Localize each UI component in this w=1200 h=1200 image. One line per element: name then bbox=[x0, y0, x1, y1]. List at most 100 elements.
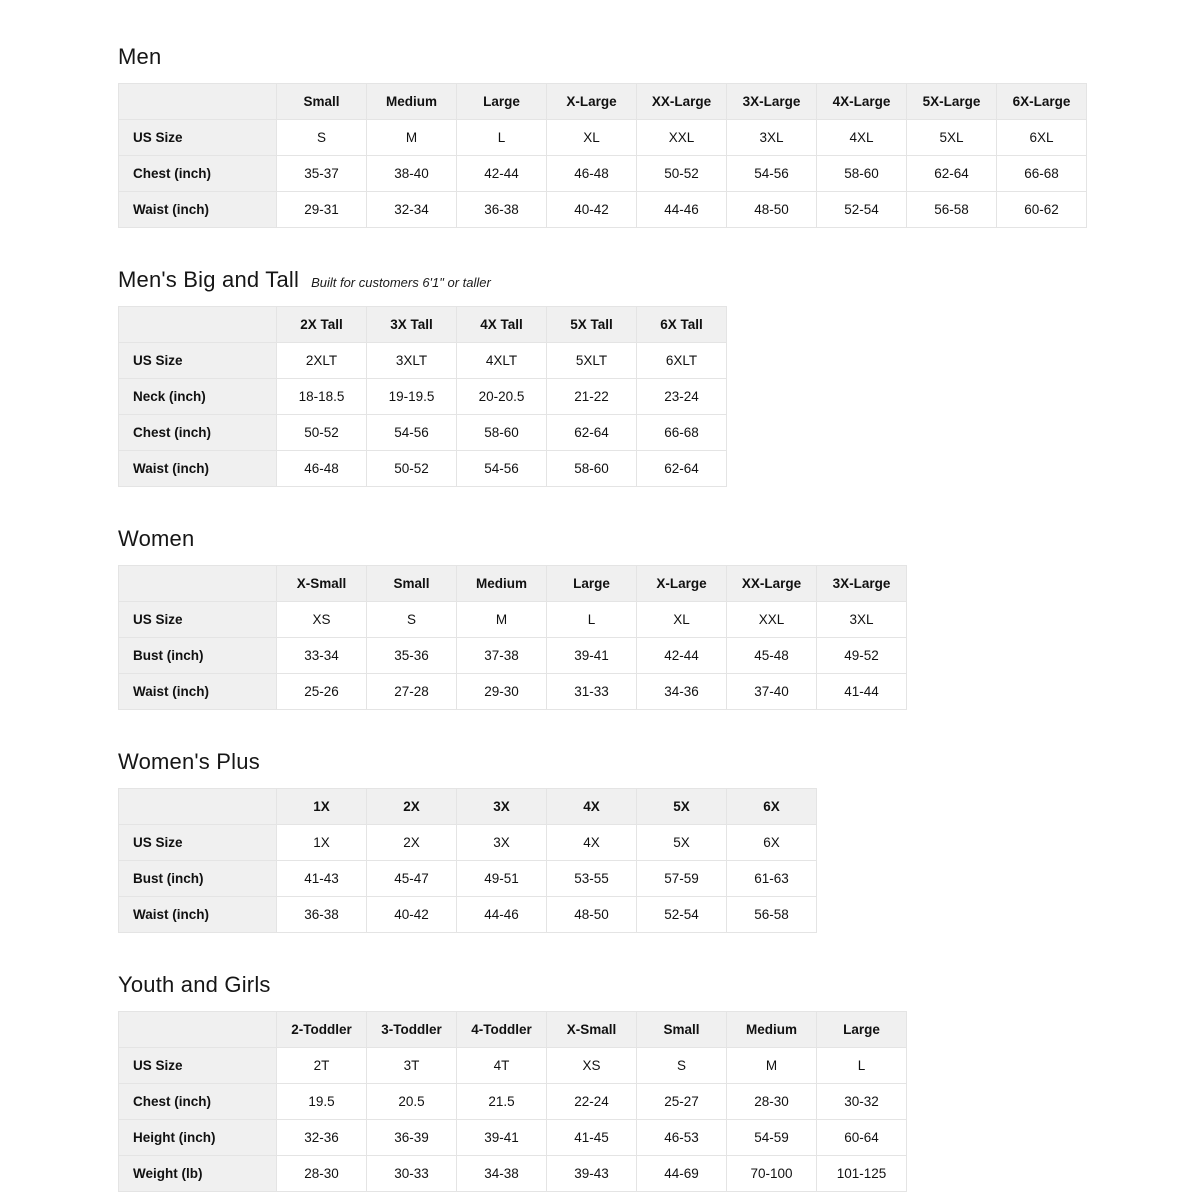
corner-cell bbox=[118, 565, 277, 602]
size-cell: 6XL bbox=[996, 119, 1087, 156]
size-cell: 46-53 bbox=[636, 1119, 727, 1156]
size-cell: 29-31 bbox=[276, 191, 367, 228]
size-cell: 19.5 bbox=[276, 1083, 367, 1120]
size-cell: 48-50 bbox=[726, 191, 817, 228]
section-title: Women's Plus bbox=[118, 749, 260, 774]
column-header: 5X-Large bbox=[906, 83, 997, 120]
column-header: 1X bbox=[276, 788, 367, 825]
table-head: X-Small Small Medium Large X-Large XX-Large 3X… bbox=[118, 565, 907, 602]
row-label: Neck (inch) bbox=[118, 378, 277, 415]
size-cell: 36-39 bbox=[366, 1119, 457, 1156]
table-row: Bust (inch) 33-34 35-36 37-38 39-41 42-44 45-4… bbox=[118, 637, 907, 674]
size-cell: 54-59 bbox=[726, 1119, 817, 1156]
size-cell: 42-44 bbox=[456, 155, 547, 192]
corner-cell bbox=[118, 1011, 277, 1048]
section-womens-plus: Women's Plus 1X 2X 3X 4X 5X 6X US Size 1X 2X 3X 4X 5… bbox=[118, 749, 1200, 933]
corner-cell bbox=[118, 306, 277, 343]
column-header: 2-Toddler bbox=[276, 1011, 367, 1048]
column-header: 2X Tall bbox=[276, 306, 367, 343]
column-header: Small bbox=[366, 565, 457, 602]
size-cell: 3T bbox=[366, 1047, 457, 1084]
size-cell: 50-52 bbox=[366, 450, 457, 487]
size-cell: 66-68 bbox=[636, 414, 727, 451]
table-body: US Size 2XLT 3XLT 4XLT 5XLT 6XLT Neck (inch) 18… bbox=[118, 342, 727, 487]
table-row: Height (inch) 32-36 36-39 39-41 41-45 46-53 54… bbox=[118, 1119, 907, 1156]
size-cell: 57-59 bbox=[636, 860, 727, 897]
column-header: 3X-Large bbox=[816, 565, 907, 602]
size-cell: 2XLT bbox=[276, 342, 367, 379]
table-head: 1X 2X 3X 4X 5X 6X bbox=[118, 788, 817, 825]
table-row: Waist (inch) 25-26 27-28 29-30 31-33 34-36 37-… bbox=[118, 673, 907, 710]
size-cell: M bbox=[726, 1047, 817, 1084]
row-label: Bust (inch) bbox=[118, 860, 277, 897]
table-row: Weight (lb) 28-30 30-33 34-38 39-43 44-69 70-1… bbox=[118, 1155, 907, 1192]
size-cell: 20.5 bbox=[366, 1083, 457, 1120]
size-cell: 6XLT bbox=[636, 342, 727, 379]
column-header: 6X Tall bbox=[636, 306, 727, 343]
size-cell: L bbox=[816, 1047, 907, 1084]
section-mens-big-and-tall: Men's Big and Tall Built for customers 6'… bbox=[118, 267, 1200, 487]
size-cell: 41-44 bbox=[816, 673, 907, 710]
size-table-youth-and-girls: 2-Toddler 3-Toddler 4-Toddler X-Small Small M… bbox=[118, 1011, 907, 1192]
size-cell: 29-30 bbox=[456, 673, 547, 710]
size-cell: 5XLT bbox=[546, 342, 637, 379]
size-cell: 30-33 bbox=[366, 1155, 457, 1192]
column-header: 4X-Large bbox=[816, 83, 907, 120]
size-cell: 34-36 bbox=[636, 673, 727, 710]
table-row: US Size 2T 3T 4T XS S M L bbox=[118, 1047, 907, 1084]
size-cell: 44-46 bbox=[636, 191, 727, 228]
table-body: US Size S M L XL XXL 3XL 4XL 5XL 6XL Chest (inch) 3… bbox=[118, 119, 1087, 228]
column-header: Medium bbox=[366, 83, 457, 120]
size-cell: 3XL bbox=[726, 119, 817, 156]
size-cell: 40-42 bbox=[366, 896, 457, 933]
size-cell: 31-33 bbox=[546, 673, 637, 710]
row-label: Height (inch) bbox=[118, 1119, 277, 1156]
table-header-row: Small Medium Large X-Large XX-Large 3X-Large 4… bbox=[118, 83, 1087, 120]
size-cell: 56-58 bbox=[906, 191, 997, 228]
column-header: 4X bbox=[546, 788, 637, 825]
size-cell: 36-38 bbox=[276, 896, 367, 933]
corner-cell bbox=[118, 83, 277, 120]
column-header: 2X bbox=[366, 788, 457, 825]
table-header-row: 1X 2X 3X 4X 5X 6X bbox=[118, 788, 817, 825]
corner-cell bbox=[118, 788, 277, 825]
size-table-mens-big-and-tall: 2X Tall 3X Tall 4X Tall 5X Tall 6X Tall US Si… bbox=[118, 306, 727, 487]
size-cell: 39-41 bbox=[456, 1119, 547, 1156]
section-title: Men's Big and Tall Built for customers 6'… bbox=[118, 267, 491, 292]
column-header: X-Small bbox=[276, 565, 367, 602]
size-cell: 34-38 bbox=[456, 1155, 547, 1192]
table-row: US Size 1X 2X 3X 4X 5X 6X bbox=[118, 824, 817, 861]
size-cell: 58-60 bbox=[456, 414, 547, 451]
column-header: 3-Toddler bbox=[366, 1011, 457, 1048]
column-header: X-Small bbox=[546, 1011, 637, 1048]
size-cell: XS bbox=[276, 601, 367, 638]
column-header: 3X-Large bbox=[726, 83, 817, 120]
size-cell: 66-68 bbox=[996, 155, 1087, 192]
column-header: 6X bbox=[726, 788, 817, 825]
table-row: US Size S M L XL XXL 3XL 4XL 5XL 6XL bbox=[118, 119, 1087, 156]
table-row: Chest (inch) 50-52 54-56 58-60 62-64 66-68 bbox=[118, 414, 727, 451]
size-cell: 50-52 bbox=[276, 414, 367, 451]
column-header: 5X bbox=[636, 788, 727, 825]
size-cell: 35-36 bbox=[366, 637, 457, 674]
size-cell: 30-32 bbox=[816, 1083, 907, 1120]
size-cell: L bbox=[456, 119, 547, 156]
size-cell: 54-56 bbox=[366, 414, 457, 451]
column-header: XX-Large bbox=[726, 565, 817, 602]
column-header: 6X-Large bbox=[996, 83, 1087, 120]
size-cell: 37-40 bbox=[726, 673, 817, 710]
size-cell: 48-50 bbox=[546, 896, 637, 933]
size-cell: 4XL bbox=[816, 119, 907, 156]
size-cell: 25-27 bbox=[636, 1083, 727, 1120]
column-header: 3X Tall bbox=[366, 306, 457, 343]
table-body: US Size XS S M L XL XXL 3XL Bust (inch) 33-34 35-3… bbox=[118, 601, 907, 710]
table-row: Waist (inch) 46-48 50-52 54-56 58-60 62-64 bbox=[118, 450, 727, 487]
table-row: Waist (inch) 36-38 40-42 44-46 48-50 52-54 56-… bbox=[118, 896, 817, 933]
row-label: US Size bbox=[118, 1047, 277, 1084]
table-header-row: 2-Toddler 3-Toddler 4-Toddler X-Small Small M… bbox=[118, 1011, 907, 1048]
row-label: Waist (inch) bbox=[118, 191, 277, 228]
size-cell: 33-34 bbox=[276, 637, 367, 674]
section-men: Men Small Medium Large X-Large XX-Large 3X-Lar… bbox=[118, 44, 1200, 228]
table-row: Neck (inch) 18-18.5 19-19.5 20-20.5 21-22 23-… bbox=[118, 378, 727, 415]
size-cell: 4XLT bbox=[456, 342, 547, 379]
